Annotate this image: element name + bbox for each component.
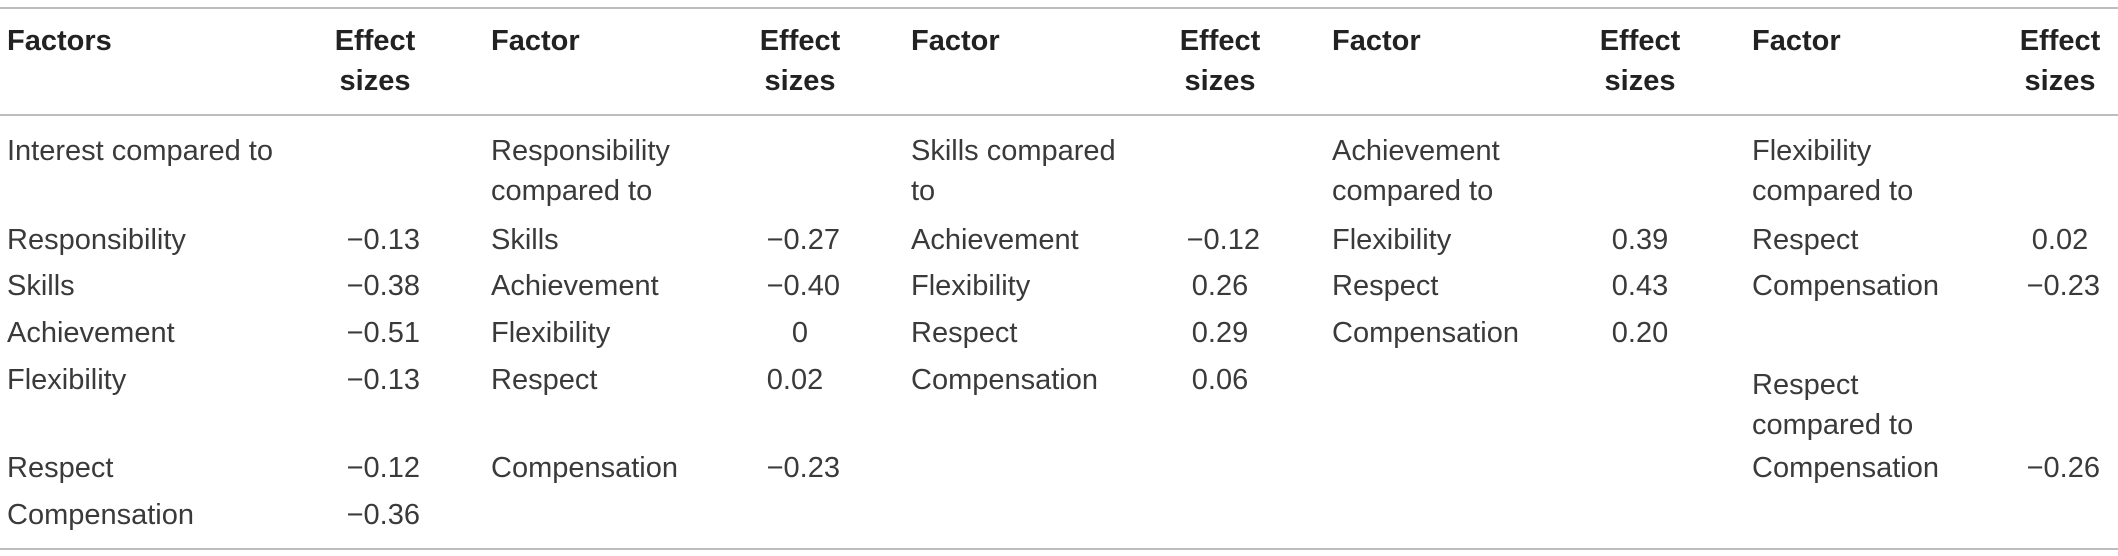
- factor-cell: Compensation: [1332, 317, 1519, 349]
- factor-cell: Compensation: [491, 452, 678, 484]
- header-factor-4: Factor: [1332, 25, 1421, 57]
- factor-cell: Compensation: [7, 499, 194, 531]
- effect-size-cell: −0.26: [2026, 452, 2100, 484]
- group-label: Achievement compared to: [1332, 135, 1500, 207]
- effect-size-cell: 0.06: [1191, 364, 1249, 396]
- effect-size-cell: 0.43: [1611, 270, 1669, 302]
- effect-size-cell: 0.29: [1191, 317, 1249, 349]
- header-effect-sizes-4: Effect sizes: [1599, 25, 1681, 97]
- effect-size-cell: −0.12: [1186, 224, 1260, 256]
- effect-size-cell: −0.13: [346, 364, 420, 396]
- group-label: Skills compared to: [911, 135, 1116, 207]
- factor-cell: Respect: [1332, 270, 1439, 302]
- factor-cell: Achievement: [491, 270, 659, 302]
- table-header-rule: [0, 114, 2118, 116]
- table-top-rule: [0, 7, 2118, 9]
- table-bottom-rule: [0, 548, 2118, 550]
- factor-cell: Achievement: [911, 224, 1079, 256]
- effect-size-cell: 0.02: [766, 364, 824, 396]
- effect-size-cell: −0.23: [766, 452, 840, 484]
- effect-size-cell: −0.36: [346, 499, 420, 531]
- effect-size-cell: −0.51: [346, 317, 420, 349]
- factor-cell: Respect: [911, 317, 1018, 349]
- effect-size-cell: 0.02: [2031, 224, 2089, 256]
- factor-cell: Flexibility: [911, 270, 1031, 302]
- effect-size-cell: 0: [791, 317, 809, 349]
- factor-cell: Flexibility: [7, 364, 127, 396]
- factor-cell: Responsibility: [7, 224, 186, 256]
- effect-size-cell: 0.39: [1611, 224, 1669, 256]
- header-factor-3: Factor: [911, 25, 1000, 57]
- factor-cell: Skills: [491, 224, 559, 256]
- group-label: Interest compared to: [7, 135, 273, 167]
- header-factor-5: Factor: [1752, 25, 1841, 57]
- factor-cell: Respect: [7, 452, 114, 484]
- factor-cell: Respect: [1752, 224, 1859, 256]
- factor-cell: Compensation: [911, 364, 1098, 396]
- factor-cell: Respect: [491, 364, 598, 396]
- effect-size-cell: −0.13: [346, 224, 420, 256]
- effect-size-cell: −0.27: [766, 224, 840, 256]
- factor-cell: Skills: [7, 270, 75, 302]
- group-label: Flexibility compared to: [1752, 135, 1914, 207]
- effect-size-cell: 0.26: [1191, 270, 1249, 302]
- effect-size-cell: 0.20: [1611, 317, 1669, 349]
- header-effect-sizes-1: Effect sizes: [334, 25, 416, 97]
- factor-cell: Flexibility: [491, 317, 611, 349]
- header-effect-sizes-3: Effect sizes: [1179, 25, 1261, 97]
- group-label: Responsibility compared to: [491, 135, 670, 207]
- effect-size-cell: −0.23: [2026, 270, 2100, 302]
- effect-size-cell: −0.40: [766, 270, 840, 302]
- factor-cell: Flexibility: [1332, 224, 1452, 256]
- factor-cell: Compensation: [1752, 270, 1939, 302]
- header-factors: Factors: [7, 25, 112, 57]
- header-effect-sizes-5: Effect sizes: [2019, 25, 2101, 97]
- effect-size-cell: −0.38: [346, 270, 420, 302]
- group-label: Respect compared to: [1752, 369, 1914, 441]
- factor-cell: Compensation: [1752, 452, 1939, 484]
- header-effect-sizes-2: Effect sizes: [759, 25, 841, 97]
- header-factor-2: Factor: [491, 25, 580, 57]
- effect-size-cell: −0.12: [346, 452, 420, 484]
- factor-cell: Achievement: [7, 317, 175, 349]
